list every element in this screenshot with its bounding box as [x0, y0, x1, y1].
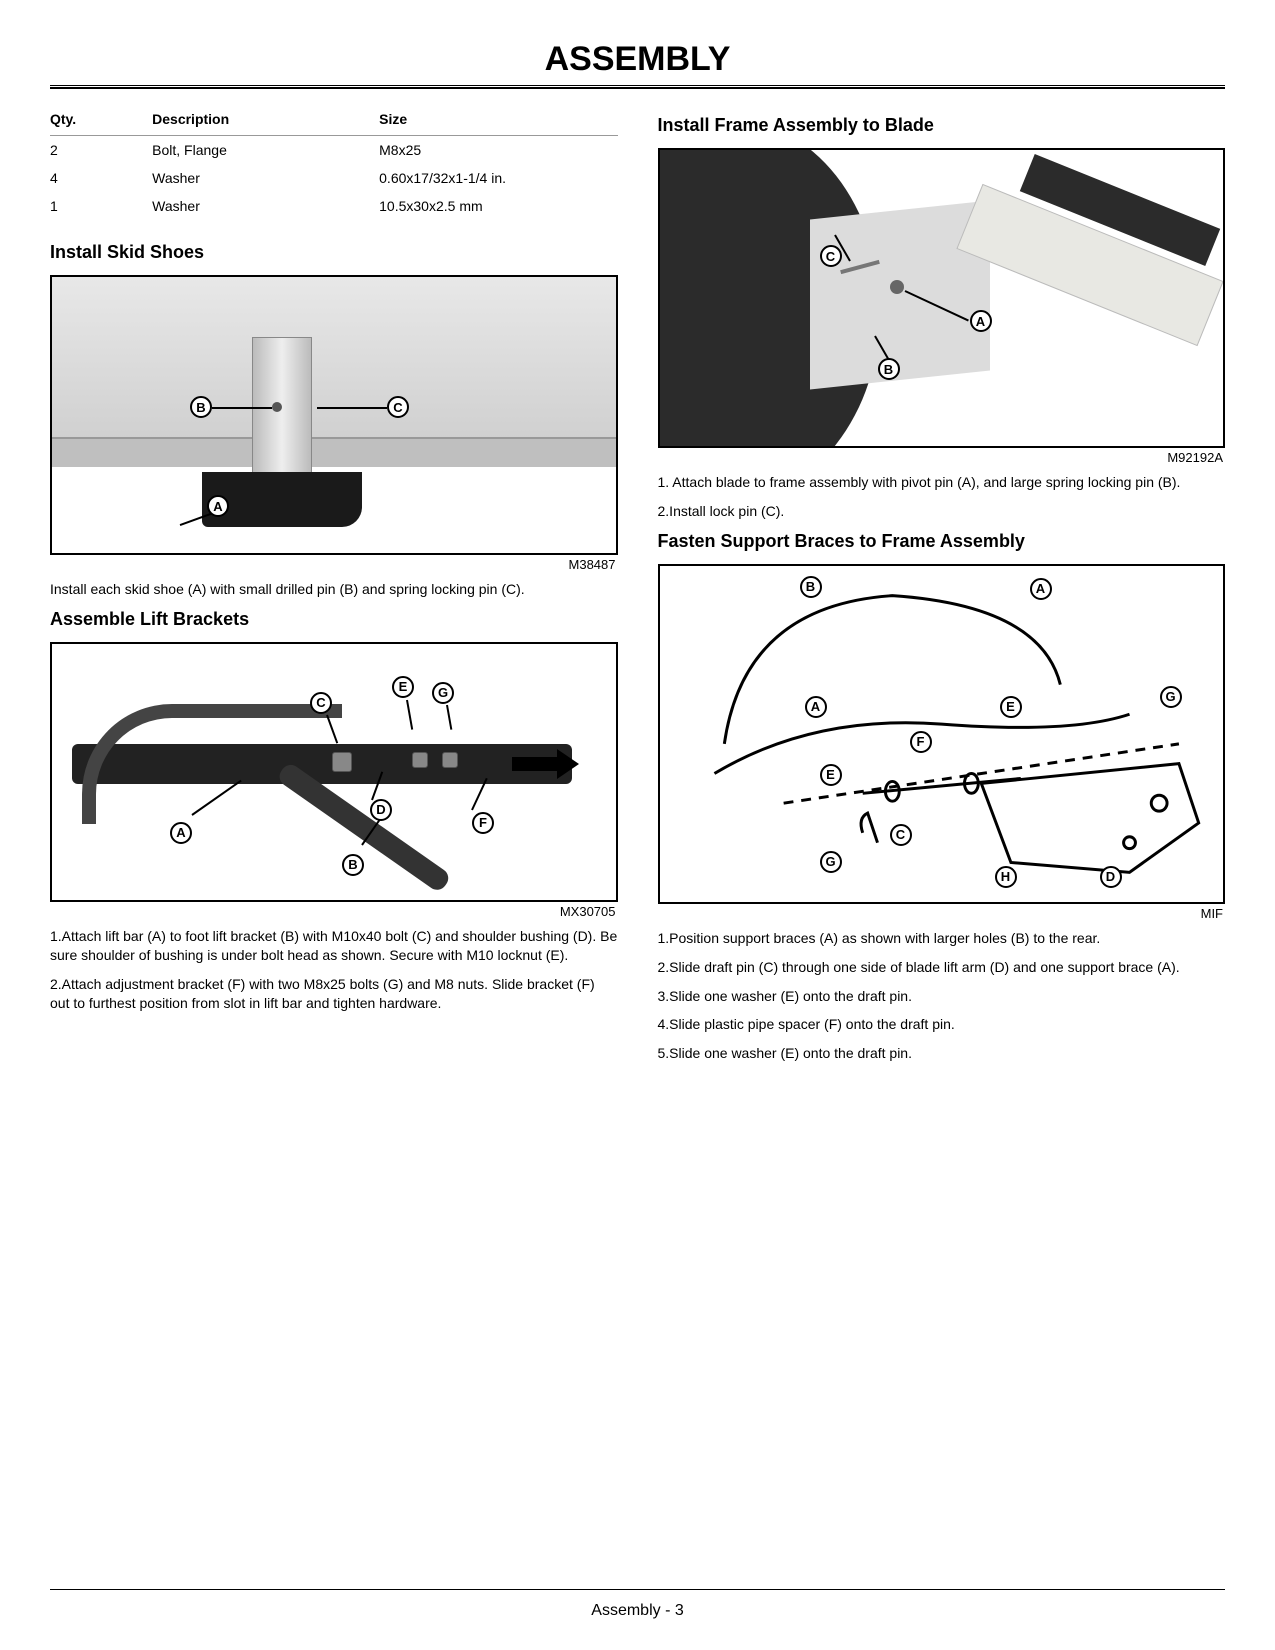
text-skid-shoes: Install each skid shoe (A) with small dr… — [50, 580, 618, 599]
callout-a-mid: A — [805, 696, 827, 718]
cell: 0.60x17/32x1-1/4 in. — [379, 164, 617, 192]
callout-e-left: E — [820, 764, 842, 786]
callout-a-top: A — [1030, 578, 1052, 600]
callout-c: C — [310, 692, 332, 714]
text-braces-5: 5.Slide one washer (E) onto the draft pi… — [658, 1044, 1226, 1063]
heading-support-braces: Fasten Support Braces to Frame Assembly — [658, 531, 1226, 552]
cell: M8x25 — [379, 136, 617, 165]
callout-a: A — [170, 822, 192, 844]
callout-g-right: G — [1160, 686, 1182, 708]
figcode-frame-blade: M92192A — [658, 450, 1224, 465]
title-rule — [50, 85, 1225, 89]
right-column: Install Frame Assembly to Blade A B C M9… — [658, 107, 1226, 1073]
text-lift-2: 2.Attach adjustment bracket (F) with two… — [50, 975, 618, 1013]
table-row: 4 Washer 0.60x17/32x1-1/4 in. — [50, 164, 618, 192]
cell: 2 — [50, 136, 152, 165]
table-row: 1 Washer 10.5x30x2.5 mm — [50, 192, 618, 220]
cell: Washer — [152, 192, 379, 220]
text-frame-1: 1. Attach blade to frame assembly with p… — [658, 473, 1226, 492]
braces-diagram-icon — [660, 566, 1224, 902]
callout-g: G — [432, 682, 454, 704]
text-braces-1: 1.Position support braces (A) as shown w… — [658, 929, 1226, 948]
figure-frame-blade: A B C — [658, 148, 1226, 448]
figure-lift-brackets: A B C D E F G — [50, 642, 618, 902]
th-qty: Qty. — [50, 107, 152, 136]
text-braces-3: 3.Slide one washer (E) onto the draft pi… — [658, 987, 1226, 1006]
table-header-row: Qty. Description Size — [50, 107, 618, 136]
cell: Bolt, Flange — [152, 136, 379, 165]
table-row: 2 Bolt, Flange M8x25 — [50, 136, 618, 165]
cell: 4 — [50, 164, 152, 192]
th-size: Size — [379, 107, 617, 136]
page-title: ASSEMBLY — [50, 40, 1225, 79]
callout-b: B — [190, 396, 212, 418]
footer-rule — [50, 1589, 1225, 1590]
callout-e: E — [392, 676, 414, 698]
text-frame-2: 2.Install lock pin (C). — [658, 502, 1226, 521]
callout-c: C — [387, 396, 409, 418]
th-desc: Description — [152, 107, 379, 136]
text-braces-4: 4.Slide plastic pipe spacer (F) onto the… — [658, 1015, 1226, 1034]
callout-f: F — [910, 731, 932, 753]
callout-d: D — [1100, 866, 1122, 888]
parts-table: Qty. Description Size 2 Bolt, Flange M8x… — [50, 107, 618, 220]
callout-c: C — [890, 824, 912, 846]
figcode-support-braces: MIF — [658, 906, 1224, 921]
left-column: Qty. Description Size 2 Bolt, Flange M8x… — [50, 107, 618, 1073]
heading-skid-shoes: Install Skid Shoes — [50, 242, 618, 263]
callout-e-top: E — [1000, 696, 1022, 718]
callout-c: C — [820, 245, 842, 267]
figure-support-braces: B A A E G F E C G H D — [658, 564, 1226, 904]
callout-h: H — [995, 866, 1017, 888]
callout-b: B — [800, 576, 822, 598]
figcode-skid-shoes: M38487 — [50, 557, 616, 572]
callout-b: B — [878, 358, 900, 380]
callout-f: F — [472, 812, 494, 834]
cell: Washer — [152, 164, 379, 192]
callout-b: B — [342, 854, 364, 876]
callout-a: A — [970, 310, 992, 332]
figure-skid-shoes: A B C — [50, 275, 618, 555]
content-columns: Qty. Description Size 2 Bolt, Flange M8x… — [50, 107, 1225, 1073]
footer-text: Assembly - 3 — [0, 1602, 1275, 1620]
callout-a: A — [207, 495, 229, 517]
text-braces-2: 2.Slide draft pin (C) through one side o… — [658, 958, 1226, 977]
cell: 1 — [50, 192, 152, 220]
heading-frame-blade: Install Frame Assembly to Blade — [658, 115, 1226, 136]
text-lift-1: 1.Attach lift bar (A) to foot lift brack… — [50, 927, 618, 965]
cell: 10.5x30x2.5 mm — [379, 192, 617, 220]
figcode-lift-brackets: MX30705 — [50, 904, 616, 919]
heading-lift-brackets: Assemble Lift Brackets — [50, 609, 618, 630]
callout-g-bottom: G — [820, 851, 842, 873]
callout-d: D — [370, 799, 392, 821]
